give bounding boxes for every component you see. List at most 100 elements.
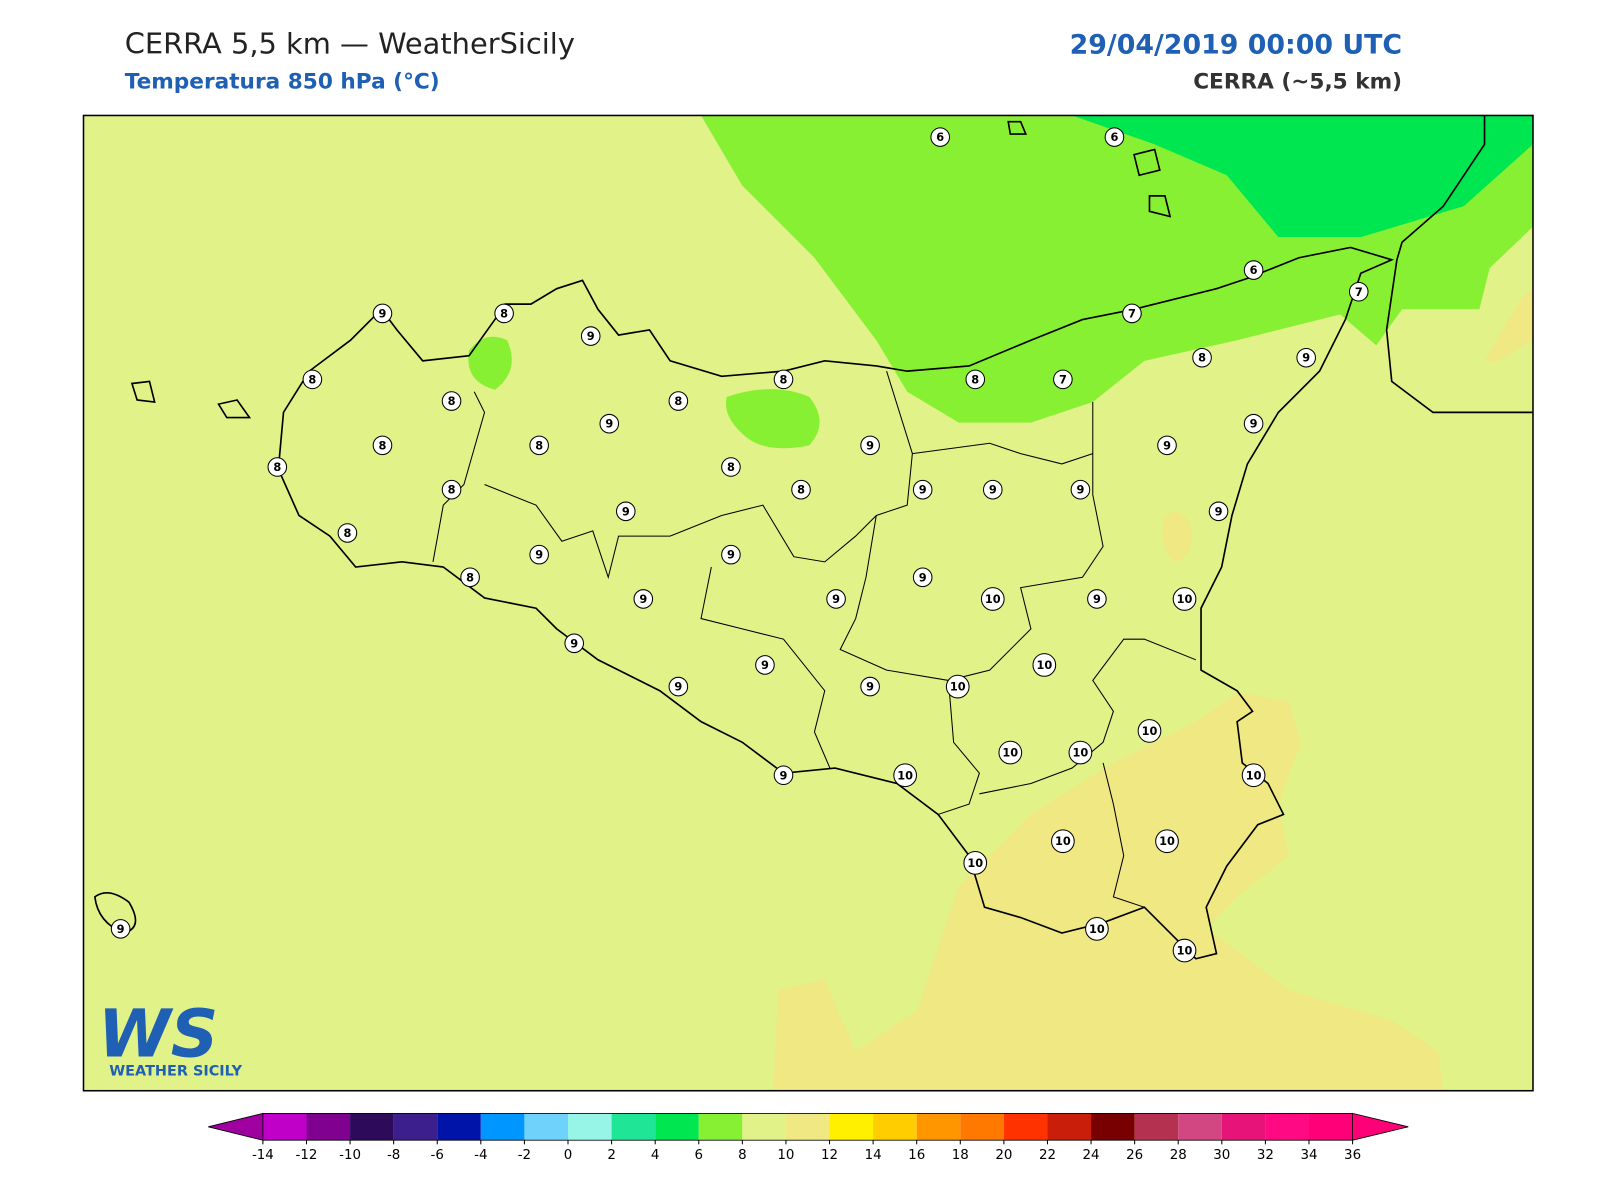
colorbar-tick-label: 34 [1300, 1148, 1317, 1163]
station-marker [826, 589, 846, 609]
station-marker [1348, 281, 1369, 302]
station: 8 [721, 457, 741, 477]
station: 9 [633, 589, 654, 609]
station-value: 9 [832, 592, 840, 606]
station-marker [945, 674, 970, 699]
station: 9 [1157, 435, 1177, 456]
station-value: 8 [448, 483, 456, 497]
station-value: 9 [117, 922, 125, 936]
colorbar-bin [568, 1113, 612, 1141]
colorbar-tick-label: 20 [995, 1148, 1012, 1163]
station-value: 9 [1163, 438, 1171, 452]
colorbar-tick-label: 30 [1213, 1148, 1230, 1163]
station: 8 [267, 457, 288, 477]
station-marker [1172, 587, 1197, 611]
station: 9 [372, 303, 393, 324]
station-marker [441, 479, 462, 500]
station: 9 [721, 544, 741, 565]
station: 8 [773, 369, 794, 390]
station-value: 10 [1073, 746, 1089, 760]
station-value: 9 [919, 483, 927, 497]
station-value: 10 [1177, 944, 1193, 958]
colorbar-tick-label: 6 [694, 1148, 703, 1163]
station-value: 8 [727, 460, 735, 474]
colorbar-over [1352, 1112, 1409, 1141]
station-value: 7 [1059, 372, 1067, 386]
station-value: 8 [1198, 351, 1206, 365]
logo-name: WEATHER SICILY [109, 1063, 242, 1079]
station: 10 [1085, 917, 1109, 941]
station: 10 [998, 740, 1023, 765]
station: 9 [755, 655, 775, 675]
station: 7 [1053, 369, 1073, 390]
station: 9 [860, 435, 880, 456]
station-marker [337, 523, 358, 543]
station-marker [1243, 413, 1264, 434]
colorbar-bin [873, 1113, 917, 1141]
station-value: 9 [674, 680, 682, 694]
station-marker [773, 369, 794, 390]
station-marker [930, 127, 950, 147]
station-value: 8 [379, 438, 387, 452]
station-value: 10 [1002, 746, 1018, 760]
station-marker [1087, 589, 1107, 609]
colorbar-tick-label: -4 [474, 1148, 487, 1163]
contour [468, 336, 512, 390]
stations: 6 6 6 7 7 7 8 8 9 9 9 9 9 9 9 9 8 8 9 9 8 9 8 8 8 8 8 8 8 8 8 9 9 9 9 9 9 8 10… [110, 127, 1369, 963]
station: 9 [580, 326, 601, 346]
colorbar-bin [742, 1113, 786, 1141]
station-value: 6 [1110, 130, 1118, 144]
station: 8 [791, 479, 811, 500]
station-value: 9 [1093, 592, 1101, 606]
station-value: 8 [535, 438, 543, 452]
station: 9 [860, 676, 880, 697]
station-marker [529, 435, 549, 456]
colorbar-tick-label: 8 [738, 1148, 747, 1163]
colorbar-bin [1221, 1113, 1266, 1141]
station-marker [460, 567, 480, 588]
station-value: 9 [780, 768, 788, 782]
station-value: 9 [866, 438, 874, 452]
logo-mark: WS [98, 996, 218, 1073]
station: 6 [930, 127, 950, 147]
colorbar-bin [916, 1113, 961, 1141]
station-value: 9 [919, 570, 927, 584]
station: 8 [372, 435, 393, 456]
station: 8 [494, 303, 514, 324]
station-marker [982, 479, 1003, 500]
colorbar-bin [262, 1113, 307, 1141]
station-marker [302, 369, 323, 390]
station-value: 10 [1036, 658, 1052, 672]
station: 9 [599, 413, 620, 434]
station: 9 [1243, 413, 1264, 434]
station-value: 10 [1159, 834, 1175, 848]
station: 9 [1070, 479, 1091, 500]
station-marker [615, 501, 636, 522]
station-value: 10 [1246, 768, 1262, 782]
station: 9 [668, 676, 689, 697]
colorbar-tick-label: -14 [252, 1148, 274, 1163]
contour [773, 692, 1444, 1091]
station-value: 10 [950, 680, 966, 694]
station-marker [1032, 653, 1057, 677]
colorbar-under [208, 1112, 264, 1141]
colorbar-bin [960, 1113, 1004, 1141]
colorbar-tick-label: 28 [1170, 1148, 1187, 1163]
colorbar-bin [480, 1113, 525, 1141]
station-value: 10 [897, 768, 913, 782]
station: 10 [893, 763, 918, 788]
station-value: 6 [1250, 263, 1258, 277]
colorbar-tick-label: -2 [518, 1148, 531, 1163]
contour [1162, 512, 1192, 562]
station-marker [963, 851, 988, 875]
station-marker [1137, 719, 1162, 743]
station: 10 [945, 674, 970, 699]
station-value: 7 [1128, 306, 1136, 320]
station-marker [860, 435, 880, 456]
colorbar-bin [1091, 1113, 1135, 1141]
colorbar-bin [829, 1113, 874, 1141]
colorbar-bin [785, 1113, 830, 1141]
colorbar-bin [306, 1113, 351, 1141]
subtitle: Temperatura 850 hPa (°C) [125, 70, 440, 95]
colorbar-bin [350, 1113, 394, 1141]
